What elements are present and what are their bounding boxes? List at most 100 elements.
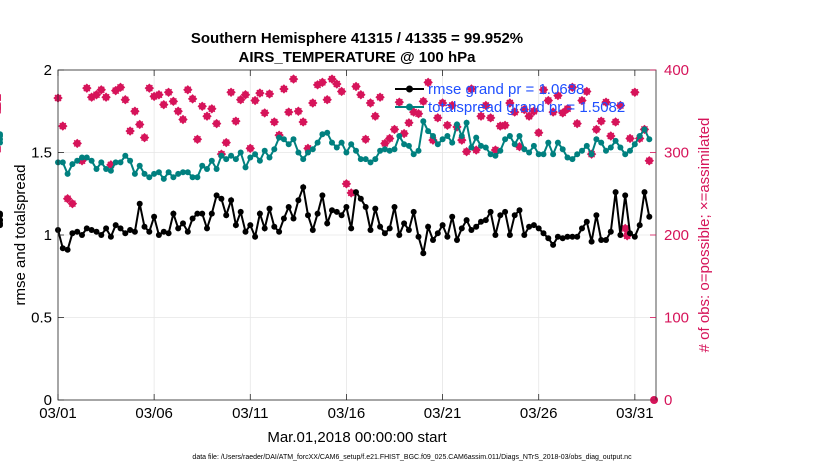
spread-point bbox=[324, 129, 331, 136]
x-axis-label: Mar.01,2018 00:00:00 start bbox=[267, 429, 447, 446]
spread-point bbox=[454, 121, 460, 128]
rmse-point bbox=[266, 205, 273, 212]
obs-point bbox=[96, 85, 106, 95]
y-tick-label: 0 bbox=[44, 392, 52, 409]
rmse-point bbox=[535, 225, 542, 232]
rmse-point bbox=[160, 228, 167, 235]
rmse-point bbox=[579, 225, 585, 232]
obs-point bbox=[168, 96, 179, 107]
obs-point bbox=[630, 87, 640, 97]
rmse-point bbox=[396, 232, 403, 238]
obs-point bbox=[202, 111, 212, 121]
obs-point bbox=[332, 79, 342, 89]
rmse-point bbox=[516, 207, 523, 214]
rmse-point bbox=[381, 230, 388, 237]
spread-point bbox=[545, 139, 552, 146]
rmse-point bbox=[367, 227, 374, 233]
spread-point bbox=[636, 133, 643, 139]
rmse-point bbox=[180, 220, 186, 227]
spread-point bbox=[405, 142, 412, 149]
rmse-point bbox=[218, 195, 225, 202]
x-tick-label: 03/21 bbox=[424, 405, 462, 422]
rmse-point bbox=[314, 210, 321, 217]
spread-point bbox=[228, 152, 235, 159]
rmse-point bbox=[588, 238, 595, 245]
spread-point bbox=[506, 133, 513, 139]
spread-point bbox=[165, 169, 172, 176]
rmse-point bbox=[641, 189, 648, 196]
obs-point bbox=[442, 120, 453, 130]
spread-point bbox=[559, 146, 566, 153]
rmse-point bbox=[540, 230, 547, 237]
spread-point bbox=[122, 152, 129, 159]
rmse-point bbox=[324, 220, 331, 227]
obs-point bbox=[365, 98, 376, 108]
x-tick-label: 03/26 bbox=[520, 405, 558, 422]
spread-point bbox=[155, 169, 162, 176]
spread-point bbox=[391, 146, 398, 153]
obs-point bbox=[308, 98, 318, 108]
spread-point bbox=[319, 131, 326, 138]
y-axis-left: 0 0.5 1 1.5 2 bbox=[31, 62, 64, 409]
obs-point bbox=[322, 94, 332, 105]
obs-point bbox=[433, 113, 443, 123]
spread-point bbox=[69, 161, 76, 168]
spread-point bbox=[252, 151, 259, 158]
y2-tick-label: 0 bbox=[664, 392, 672, 409]
obs-point bbox=[577, 95, 587, 106]
spread-point bbox=[420, 118, 427, 125]
obs-point bbox=[610, 117, 621, 127]
rmse-point bbox=[439, 222, 446, 229]
obs-point bbox=[606, 131, 616, 141]
spread-point bbox=[247, 154, 254, 161]
rmse-point bbox=[329, 207, 335, 214]
rmse-point bbox=[199, 210, 206, 217]
spread-point bbox=[492, 152, 499, 159]
spread-point bbox=[141, 170, 148, 177]
rmse-point bbox=[492, 232, 499, 238]
rmse-point bbox=[285, 204, 292, 210]
x-tick-label: 03/06 bbox=[135, 405, 173, 422]
spread-point bbox=[218, 152, 225, 159]
spread-point bbox=[271, 146, 278, 153]
obs-point bbox=[351, 81, 361, 92]
rmse-point bbox=[0, 212, 3, 219]
rmse-point bbox=[603, 237, 609, 243]
rmse-point bbox=[319, 192, 326, 199]
rmse-point bbox=[405, 227, 412, 233]
obs-point bbox=[317, 77, 328, 88]
rmse-point bbox=[607, 228, 614, 235]
rmse-point bbox=[280, 215, 287, 222]
rmse-point bbox=[228, 197, 235, 204]
spread-point bbox=[98, 159, 105, 166]
rmse-point bbox=[386, 225, 393, 232]
spread-point bbox=[530, 142, 537, 149]
rmse-point bbox=[305, 212, 311, 219]
rmse-point bbox=[261, 225, 268, 232]
obs-point bbox=[192, 134, 203, 145]
spread-point bbox=[511, 141, 518, 148]
spread-point bbox=[550, 151, 557, 158]
obs-point bbox=[221, 137, 231, 148]
spread-point bbox=[300, 156, 307, 163]
spread-point bbox=[189, 174, 196, 181]
spread-point bbox=[487, 151, 494, 158]
rmse-point bbox=[170, 210, 177, 217]
spread-point bbox=[59, 159, 66, 166]
rmse-point bbox=[64, 246, 71, 253]
rmse-point bbox=[165, 230, 172, 237]
obs-point bbox=[159, 99, 169, 110]
spread-point bbox=[540, 151, 547, 158]
spread-point bbox=[180, 169, 186, 176]
rmse-point bbox=[98, 232, 105, 238]
spread-point bbox=[107, 167, 114, 174]
spread-point bbox=[160, 175, 167, 182]
rmse-line bbox=[57, 183, 651, 254]
obs-point bbox=[226, 87, 236, 97]
obs-point bbox=[505, 98, 515, 108]
obs-point bbox=[125, 126, 135, 136]
rmse-point bbox=[463, 217, 470, 224]
rmse-point bbox=[454, 237, 460, 243]
obs-point bbox=[538, 85, 549, 95]
rmse-point bbox=[401, 220, 408, 227]
